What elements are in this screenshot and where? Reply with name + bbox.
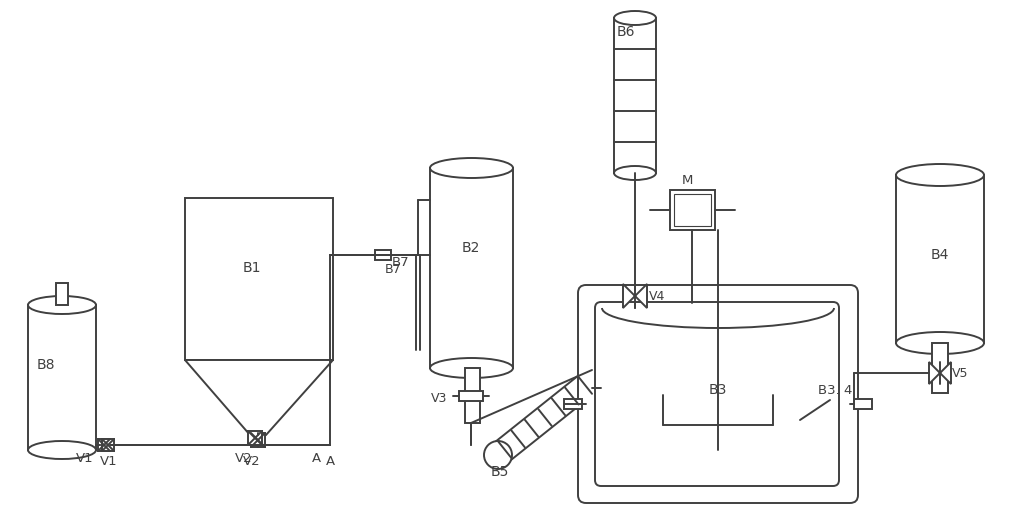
Ellipse shape — [614, 166, 656, 180]
Text: B3: B3 — [709, 383, 727, 397]
Ellipse shape — [430, 158, 512, 178]
Text: M: M — [682, 174, 693, 187]
Bar — [673, 194, 710, 226]
Bar — [184, 198, 333, 360]
Bar — [248, 431, 262, 445]
Text: V3: V3 — [430, 392, 447, 405]
Text: V2: V2 — [243, 455, 260, 468]
Bar — [669, 190, 714, 230]
Ellipse shape — [430, 358, 512, 378]
Text: B7: B7 — [392, 256, 410, 269]
Polygon shape — [929, 362, 951, 384]
Text: A: A — [312, 452, 321, 465]
Text: B6: B6 — [617, 25, 636, 39]
Polygon shape — [623, 284, 647, 308]
Text: B4: B4 — [931, 248, 949, 262]
Text: B1: B1 — [243, 261, 261, 275]
Bar — [56, 283, 68, 305]
Text: V1: V1 — [100, 455, 118, 468]
Polygon shape — [184, 360, 333, 435]
Text: V5: V5 — [952, 367, 969, 380]
Bar — [564, 399, 582, 409]
Bar — [251, 433, 265, 447]
Bar — [98, 439, 110, 451]
Text: V4: V4 — [649, 290, 665, 303]
Bar — [854, 399, 872, 409]
FancyBboxPatch shape — [578, 285, 858, 503]
Text: B3. 4: B3. 4 — [818, 383, 853, 396]
Text: B7: B7 — [385, 263, 402, 276]
Ellipse shape — [896, 164, 984, 186]
Text: A: A — [326, 455, 335, 468]
Bar — [932, 343, 948, 393]
Ellipse shape — [28, 441, 96, 459]
Bar — [430, 168, 512, 368]
Bar — [375, 250, 391, 260]
Ellipse shape — [896, 332, 984, 354]
Ellipse shape — [614, 11, 656, 25]
Polygon shape — [491, 370, 600, 464]
Circle shape — [484, 441, 512, 469]
Bar — [614, 18, 656, 173]
Bar — [896, 175, 984, 343]
Text: B5: B5 — [491, 465, 509, 479]
Bar — [464, 368, 480, 423]
Text: B2: B2 — [462, 241, 480, 255]
Text: V2: V2 — [235, 452, 253, 465]
Bar — [102, 439, 114, 451]
Text: V1: V1 — [76, 452, 94, 465]
Bar — [459, 391, 483, 401]
Bar — [28, 305, 96, 450]
Ellipse shape — [28, 296, 96, 314]
Text: B8: B8 — [37, 358, 55, 372]
